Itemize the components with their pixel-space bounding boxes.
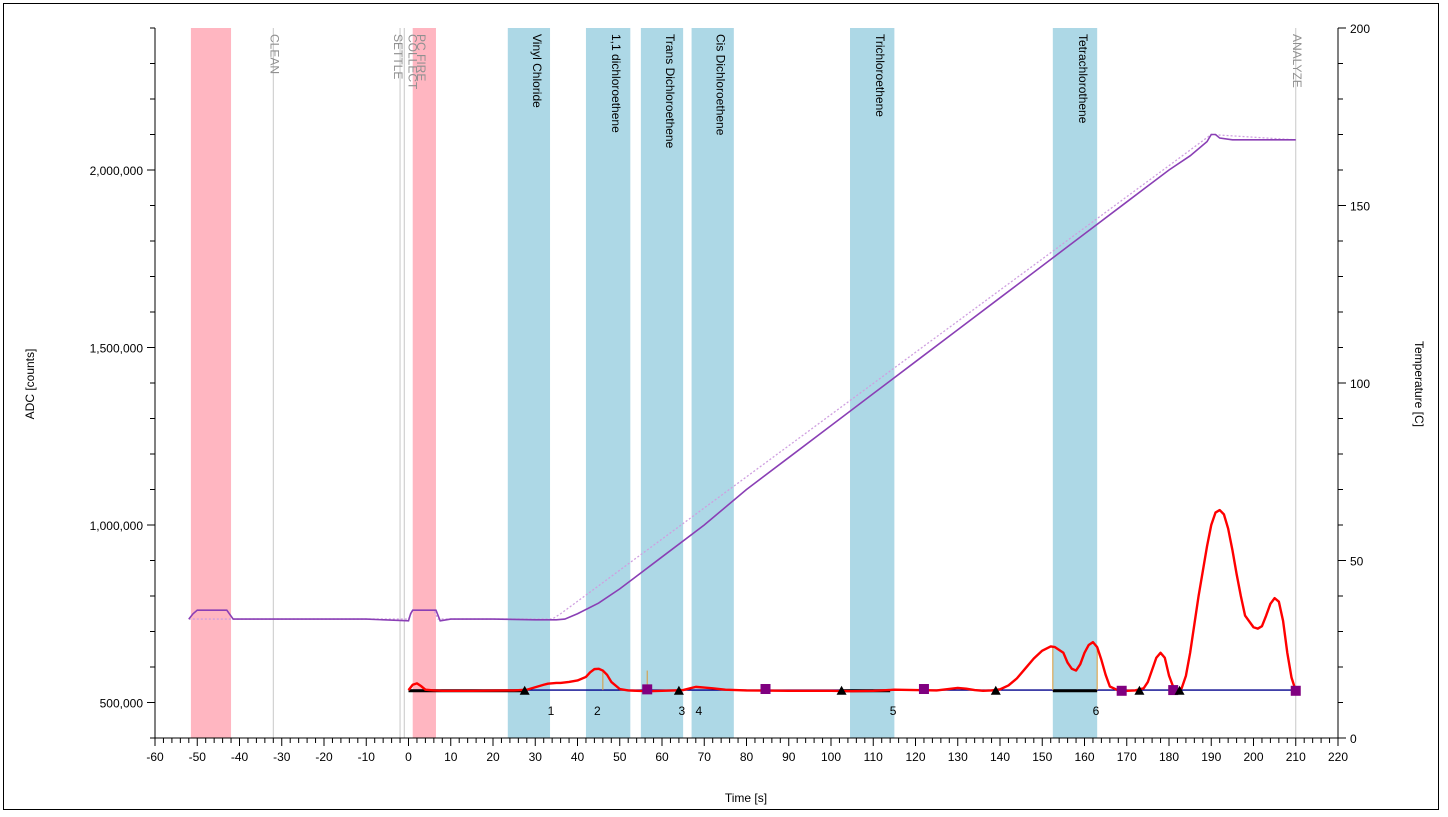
x-tick-label: 80	[740, 750, 754, 764]
compound-band	[585, 28, 631, 738]
y-right-tick-label: 0	[1350, 732, 1357, 746]
x-tick-label: 180	[1159, 750, 1179, 764]
square-marker	[1290, 685, 1301, 696]
x-tick-label: 0	[405, 750, 412, 764]
compound-band-label: Trichloroethene	[873, 34, 887, 117]
phase-line-label: COLLECT	[405, 34, 419, 90]
triangle-marker	[990, 685, 1001, 695]
peak-number-label: 3	[679, 704, 686, 718]
square-marker	[1168, 685, 1179, 696]
x-tick-label: 30	[529, 750, 543, 764]
x-tick-label: 120	[905, 750, 925, 764]
adc-signal-line	[407, 508, 1297, 693]
y-right-tick-label: 50	[1350, 555, 1364, 569]
square-marker	[642, 684, 653, 695]
x-tick-label: -50	[189, 750, 207, 764]
x-tick-label: 110	[864, 750, 883, 764]
chart-frame	[3, 3, 1439, 810]
x-tick-label: 40	[571, 750, 585, 764]
x-tick-label: 50	[613, 750, 627, 764]
peak-number-label: 1	[548, 704, 555, 718]
x-tick-label: 140	[990, 750, 1010, 764]
triangle-marker	[673, 685, 684, 695]
square-marker	[918, 684, 929, 695]
phase-band	[190, 28, 232, 738]
y-right-tick-label: 100	[1350, 377, 1370, 391]
compound-band-label: Tetrachlorothene	[1076, 34, 1090, 124]
compound-band-label: Vinyl Chloride	[530, 34, 544, 108]
triangle-marker	[1174, 685, 1185, 695]
x-tick-label: 160	[1074, 750, 1094, 764]
phase-band	[412, 28, 436, 738]
x-tick-label: 60	[655, 750, 669, 764]
temperature-setpoint-line	[188, 133, 1296, 620]
compound-band	[507, 28, 551, 738]
x-tick-label: 70	[698, 750, 712, 764]
phase-line-label: CLEAN	[267, 34, 281, 74]
triangle-marker	[836, 685, 847, 695]
data-series	[188, 133, 1297, 693]
x-tick-label: 170	[1117, 750, 1137, 764]
x-tick-label: -60	[146, 750, 164, 764]
x-tick-label: 210	[1286, 750, 1306, 764]
x-tick-label: -30	[273, 750, 291, 764]
phase-line-label: PC FIRE	[414, 34, 428, 81]
square-marker	[1116, 685, 1127, 696]
phase-line-label: ANALYZE	[1290, 34, 1304, 88]
y-right-tick-label: 150	[1350, 200, 1370, 214]
phase-line-label: SETTLE	[391, 34, 405, 79]
x-tick-label: 20	[486, 750, 500, 764]
compound-band	[691, 28, 734, 738]
square-marker	[760, 684, 771, 695]
compound-band	[1052, 28, 1098, 738]
x-tick-label: 200	[1243, 750, 1263, 764]
x-tick-label: 220	[1328, 750, 1348, 764]
shaded-bands	[190, 28, 1098, 738]
x-tick-label: 100	[821, 750, 841, 764]
compound-band-label: 1,1 dichloroethene	[609, 34, 623, 133]
x-tick-label: -10	[358, 750, 376, 764]
y-left-axis-title: ADC [counts]	[23, 349, 37, 420]
y-left-tick-label: 1,000,000	[90, 519, 144, 533]
axes: -60 -50 -40 -30 -20 -10 0 10 20 30 40 50 60 70 80 90 100…	[90, 22, 1371, 764]
compound-band	[640, 28, 684, 738]
x-axis-title: Time [s]	[725, 791, 767, 805]
x-tick-label: 130	[948, 750, 968, 764]
triangle-marker	[519, 685, 530, 695]
y-right-tick-label: 200	[1350, 22, 1370, 36]
peak-number-label: 6	[1093, 704, 1100, 718]
x-tick-label: -20	[315, 750, 333, 764]
peak-number-label: 4	[695, 704, 702, 718]
temperature-line	[188, 133, 1296, 622]
chart-labels: Vinyl Chloride 1,1 dichloroethene Trans Di…	[267, 34, 1303, 718]
y-left-tick-label: 2,000,000	[90, 164, 144, 178]
x-tick-label: 10	[444, 750, 458, 764]
peak-markers	[519, 684, 1301, 696]
x-tick-label: -40	[231, 750, 249, 764]
y-left-tick-label: 1,500,000	[90, 342, 144, 356]
compound-band-label: Cis Dichloroethene	[714, 34, 728, 136]
x-tick-label: 150	[1032, 750, 1052, 764]
y-left-tick-label: 500,000	[100, 697, 144, 711]
peak-number-label: 2	[594, 704, 601, 718]
compound-band-label: Trans Dichloroethene	[663, 34, 677, 149]
x-tick-label: 190	[1201, 750, 1221, 764]
x-tick-label: 90	[782, 750, 796, 764]
y-right-axis-title: Temperature [C]	[1412, 341, 1426, 427]
triangle-marker	[1134, 685, 1145, 695]
peak-number-label: 5	[890, 704, 897, 718]
